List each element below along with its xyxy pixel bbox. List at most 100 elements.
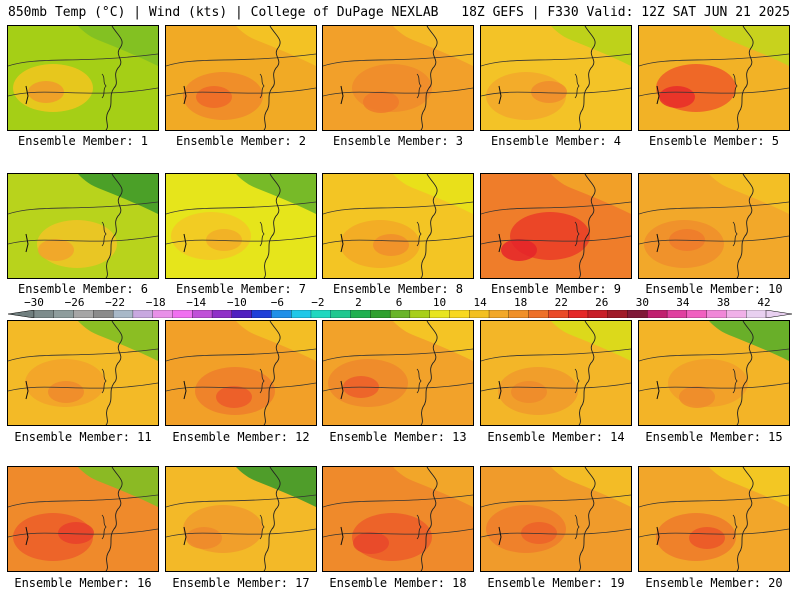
coastline (263, 174, 281, 278)
temperature-field-map (323, 467, 473, 571)
coastline (420, 174, 438, 278)
temperature-field-map (166, 467, 316, 571)
ensemble-map-panel (165, 173, 317, 279)
colorbar-swatch (449, 310, 470, 318)
colorbar-tick-label: −26 (64, 296, 85, 309)
colorbar-tick-label: 42 (757, 296, 771, 309)
warm-core (38, 239, 74, 261)
temperature-field-map (639, 174, 789, 278)
height-contour (323, 53, 473, 67)
bay-outline (732, 368, 738, 394)
colorbar-swatch (627, 310, 648, 318)
temperature-field-map (481, 321, 631, 425)
colorbar-tick-label: 6 (395, 296, 403, 309)
colorbar-swatch (132, 310, 154, 318)
colorbar-tick-label: −22 (105, 296, 126, 309)
height-contour (639, 382, 789, 392)
coastline (736, 467, 754, 571)
warm-core (48, 381, 84, 403)
coastline (420, 467, 438, 571)
bay-outline (416, 221, 422, 247)
ensemble-member-label: Ensemble Member: 2 (175, 134, 307, 148)
height-contour (166, 494, 316, 508)
height-contour (481, 235, 631, 245)
height-contour (639, 348, 789, 362)
height-contour (323, 348, 473, 362)
ensemble-member-label: Ensemble Member: 7 (175, 282, 307, 296)
ensemble-map-panel (638, 173, 790, 279)
colorbar-tick-label: 18 (514, 296, 528, 309)
coastline (263, 321, 281, 425)
bay-outline (259, 73, 265, 99)
wind-barb (340, 526, 344, 546)
wind-barb (340, 233, 344, 253)
wind-barb (25, 85, 29, 105)
warm-core (206, 229, 242, 251)
bay-outline (101, 514, 107, 540)
ensemble-map-panel (322, 466, 474, 572)
height-contour (639, 235, 789, 245)
warm-core (521, 522, 557, 544)
ensemble-map-panel (165, 320, 317, 426)
temperature-field-map (166, 174, 316, 278)
height-contour (8, 382, 158, 392)
height-contour (8, 348, 158, 362)
colorbar-swatch (568, 310, 589, 318)
wind-barb (656, 233, 660, 253)
colorbar-swatch (330, 310, 351, 318)
colorbar-swatch (508, 310, 530, 318)
height-contour (8, 53, 158, 67)
ensemble-member-label: Ensemble Member: 15 (645, 430, 783, 444)
height-contour (8, 494, 158, 508)
height-contour (166, 382, 316, 392)
wind-barb (498, 85, 502, 105)
colorbar-swatch (409, 310, 431, 318)
colorbar-tick-label: 26 (595, 296, 609, 309)
height-contour (481, 53, 631, 67)
ensemble-member-label: Ensemble Member: 13 (329, 430, 467, 444)
bay-outline (259, 514, 265, 540)
colorbar-swatch (53, 310, 75, 318)
coastline (105, 26, 123, 130)
height-contour (166, 87, 316, 97)
height-contour (639, 53, 789, 67)
coastline (263, 467, 281, 571)
colorbar-swatch (647, 310, 668, 318)
bay-outline (259, 221, 265, 247)
height-contour (639, 494, 789, 508)
bay-outline (416, 73, 422, 99)
height-contour (8, 235, 158, 245)
height-contour (481, 382, 631, 392)
bay-outline (732, 221, 738, 247)
coastline (736, 321, 754, 425)
height-contour (481, 201, 631, 215)
height-contour (166, 201, 316, 215)
coastline (420, 26, 438, 130)
ensemble-map-panel (638, 466, 790, 572)
wind-barb (340, 85, 344, 105)
colorbar-tick-label: 30 (635, 296, 649, 309)
ensemble-member-label: Ensemble Member: 11 (14, 430, 152, 444)
ensemble-member-label: Ensemble Member: 10 (645, 282, 783, 296)
warm-core (679, 386, 715, 408)
warm-core (531, 81, 567, 103)
wind-barb (656, 526, 660, 546)
wind-barb (340, 380, 344, 400)
wind-barb (656, 380, 660, 400)
colorbar-tick-label: −2 (311, 296, 325, 309)
colorbar-swatch (192, 310, 213, 318)
colorbar-strip (8, 310, 792, 318)
coastline (736, 26, 754, 130)
bay-outline (574, 221, 580, 247)
colorbar-swatch (528, 310, 549, 318)
colorbar-swatch (726, 310, 747, 318)
bay-outline (101, 368, 107, 394)
temperature-field-map (481, 26, 631, 130)
wind-barb (25, 380, 29, 400)
coastline (420, 321, 438, 425)
colorbar-tick-label: 34 (676, 296, 690, 309)
warm-core (363, 91, 399, 113)
wind-barb (498, 380, 502, 400)
colorbar-swatch (211, 310, 233, 318)
colorbar-swatch (33, 310, 55, 318)
